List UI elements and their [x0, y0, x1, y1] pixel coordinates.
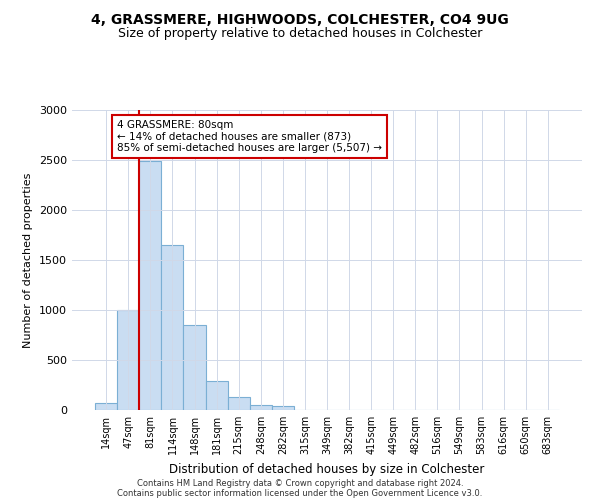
X-axis label: Distribution of detached houses by size in Colchester: Distribution of detached houses by size … [169, 462, 485, 475]
Bar [95, 402, 117, 410]
Bar [161, 245, 184, 410]
Bar [250, 404, 272, 410]
Y-axis label: Number of detached properties: Number of detached properties [23, 172, 34, 348]
Bar [139, 161, 161, 410]
Bar [206, 381, 227, 410]
Text: 4 GRASSMERE: 80sqm
← 14% of detached houses are smaller (873)
85% of semi-detach: 4 GRASSMERE: 80sqm ← 14% of detached hou… [117, 120, 382, 153]
Text: Contains HM Land Registry data © Crown copyright and database right 2024.: Contains HM Land Registry data © Crown c… [137, 478, 463, 488]
Text: Size of property relative to detached houses in Colchester: Size of property relative to detached ho… [118, 28, 482, 40]
Text: 4, GRASSMERE, HIGHWOODS, COLCHESTER, CO4 9UG: 4, GRASSMERE, HIGHWOODS, COLCHESTER, CO4… [91, 12, 509, 26]
Bar [117, 310, 139, 410]
Text: Contains public sector information licensed under the Open Government Licence v3: Contains public sector information licen… [118, 488, 482, 498]
Bar [227, 397, 250, 410]
Bar [184, 325, 206, 410]
Bar [272, 406, 294, 410]
